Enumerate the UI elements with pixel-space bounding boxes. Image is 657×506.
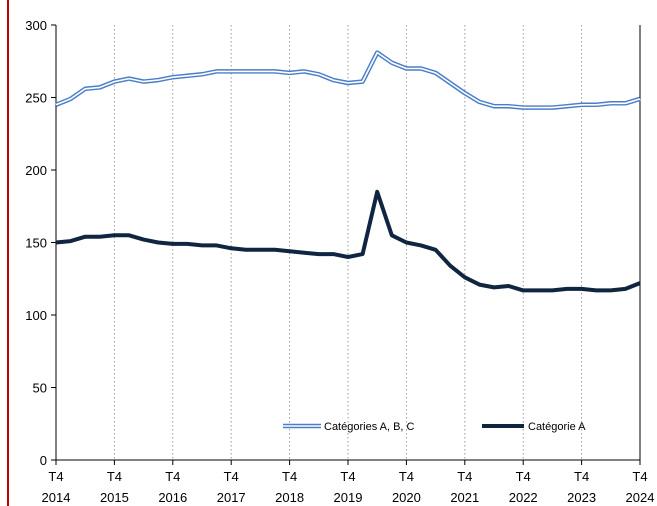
x-tick-year-label: 2022	[509, 490, 538, 505]
y-tick-label: 250	[25, 91, 47, 106]
series-lines	[55, 50, 641, 293]
x-tick-quarter-label: T4	[340, 469, 355, 484]
x-tick-quarter-label: T4	[224, 469, 239, 484]
legend-label-categories-abc: Catégories A, B, C	[324, 421, 415, 433]
x-tick-year-label: 2016	[158, 490, 187, 505]
x-tick-year-label: 2024	[626, 490, 655, 505]
x-tick-year-label: 2021	[450, 490, 479, 505]
x-tick-year-label: 2023	[567, 490, 596, 505]
x-tick-year-label: 2014	[42, 490, 71, 505]
series-line-categorie-a	[55, 189, 641, 293]
legend: Catégories A, B, C Catégorie A	[283, 421, 586, 433]
x-tick-quarter-label: T4	[107, 469, 122, 484]
x-tick-quarter-label: T4	[399, 469, 414, 484]
x-tick-quarter-label: T4	[282, 469, 297, 484]
x-tick-year-label: 2018	[275, 490, 304, 505]
y-tick-label: 100	[25, 308, 47, 323]
y-tick-label: 0	[40, 453, 47, 468]
x-tick-year-label: 2017	[217, 490, 246, 505]
axes: 0 50 100 150 200 250 300 T4 2014 T4 2015 T4 2016 T4 20…	[25, 18, 654, 505]
x-tick-quarter-label: T4	[457, 469, 472, 484]
y-tick-label: 150	[25, 236, 47, 251]
series-line-categories-abc-inner	[55, 51, 641, 109]
x-tick-year-label: 2020	[392, 490, 421, 505]
y-tick-label: 300	[25, 18, 47, 33]
x-tick-quarter-label: T4	[48, 469, 63, 484]
legend-label-categorie-a: Catégorie A	[528, 421, 586, 433]
series-line-categories-abc-outer	[55, 50, 641, 110]
y-tick-label: 50	[33, 381, 47, 396]
x-tick-quarter-label: T4	[516, 469, 531, 484]
x-tick-year-label: 2015	[100, 490, 129, 505]
x-tick-year-label: 2019	[334, 490, 363, 505]
x-tick-quarter-label: T4	[632, 469, 647, 484]
y-tick-label: 200	[25, 163, 47, 178]
x-tick-quarter-label: T4	[165, 469, 180, 484]
x-tick-quarter-label: T4	[574, 469, 589, 484]
